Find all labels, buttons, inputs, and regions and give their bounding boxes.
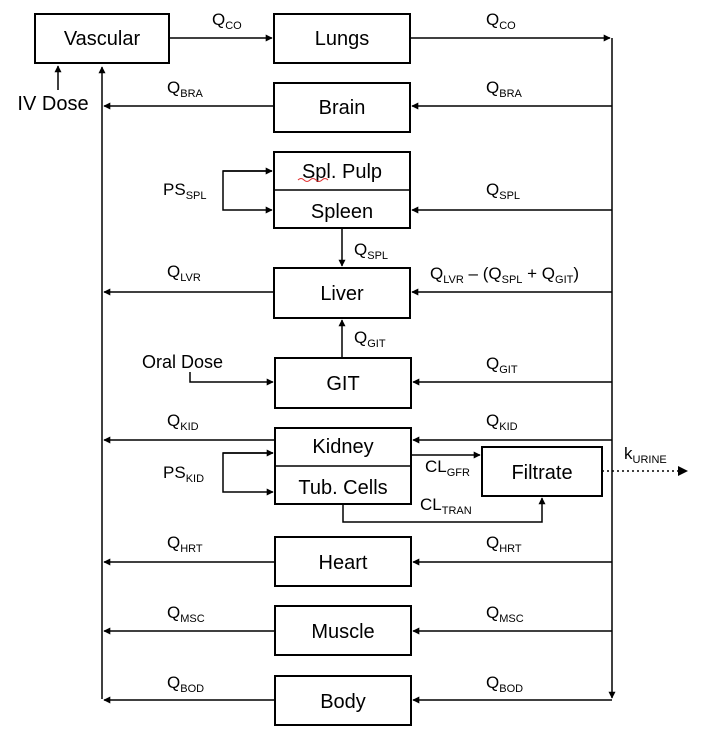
ps-kid-exchange-arrow [222, 452, 274, 496]
q-kid-label-left: QKID [167, 411, 199, 433]
ps-kid-label: PSKID [163, 463, 204, 485]
git-box: GIT [274, 357, 412, 409]
vascular-box: Vascular [34, 13, 170, 64]
q-msc-label-left: QMSC [167, 603, 205, 625]
q-lvr-label-left: QLVR [167, 262, 201, 284]
q-kid-label-right: QKID [486, 411, 518, 433]
q-git-label-right: QGIT [486, 354, 518, 376]
muscle-label: Muscle [311, 621, 374, 643]
q-hrt-label-left: QHRT [167, 533, 203, 555]
heart-box: Heart [274, 536, 412, 587]
iv-dose-label: IV Dose [17, 93, 88, 115]
filtrate-box: Filtrate [481, 446, 603, 497]
lungs-box: Lungs [273, 13, 411, 64]
ps-spl-exchange-arrow [222, 170, 273, 214]
spleen-box: Spl. Pulp Spleen [273, 151, 411, 229]
q-git-label-up: QGIT [354, 328, 386, 350]
git-label: GIT [326, 373, 359, 395]
q-spl-label-down: QSPL [354, 240, 388, 262]
oral-dose-label: Oral Dose [142, 352, 223, 372]
q-bod-label-left: QBOD [167, 673, 204, 695]
brain-box: Brain [273, 82, 411, 133]
cl-tran-label: CLTRAN [420, 495, 472, 517]
muscle-box: Muscle [274, 605, 412, 656]
liver-inflow-label: QLVR – (QSPL + QGIT) [430, 264, 579, 286]
spellcheck-underline [297, 178, 329, 182]
q-co-label-left: QCO [212, 10, 242, 32]
tub-cells-label: Tub. Cells [298, 477, 387, 499]
body-box: Body [274, 675, 412, 726]
q-co-label-right: QCO [486, 10, 516, 32]
heart-label: Heart [319, 552, 368, 574]
cl-gfr-label: CLGFR [425, 457, 470, 479]
k-urine-label: kURINE [624, 444, 667, 466]
oral-dose-arrow [189, 372, 274, 386]
q-bra-label-right: QBRA [486, 78, 523, 100]
q-spl-label-right: QSPL [486, 180, 520, 202]
q-bra-label-left: QBRA [167, 78, 204, 100]
spleen-label: Spleen [311, 201, 373, 223]
vascular-label: Vascular [64, 28, 141, 50]
kidney-label: Kidney [312, 436, 373, 458]
brain-label: Brain [319, 97, 366, 119]
lungs-label: Lungs [315, 28, 370, 50]
k-urine-arrowhead [678, 466, 688, 476]
spl-pulp-label: Spl. Pulp [302, 161, 382, 183]
q-hrt-label-right: QHRT [486, 533, 522, 555]
filtrate-label: Filtrate [511, 462, 572, 484]
kidney-box: Kidney Tub. Cells [274, 427, 412, 505]
body-label: Body [320, 691, 366, 713]
liver-label: Liver [320, 283, 364, 305]
cl-tran-arrow [342, 497, 546, 523]
q-msc-label-right: QMSC [486, 603, 524, 625]
liver-box: Liver [273, 267, 411, 319]
ps-spl-label: PSSPL [163, 180, 206, 202]
q-bod-label-right: QBOD [486, 673, 523, 695]
